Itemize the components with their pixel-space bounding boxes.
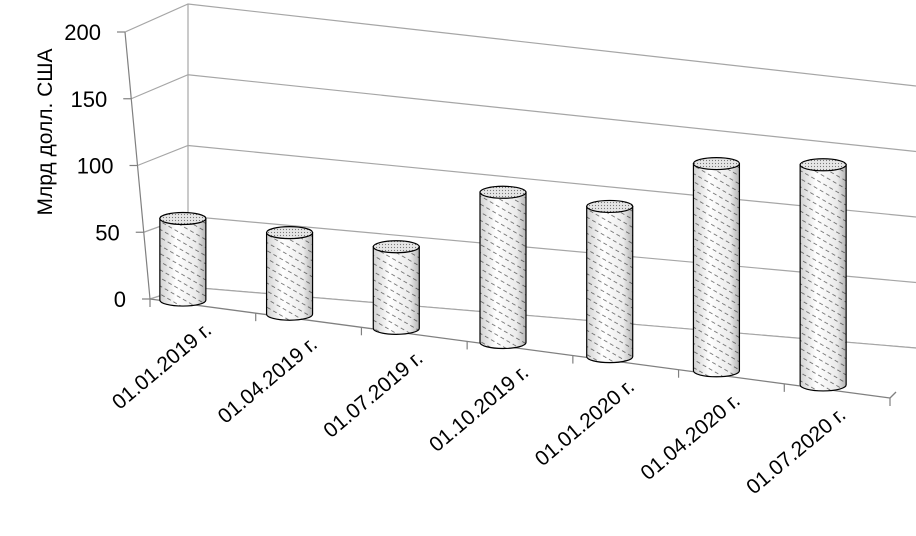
bar-top xyxy=(372,240,420,254)
bar xyxy=(586,199,634,364)
bar-layer xyxy=(159,156,847,392)
x-tick-label: 01.10.2019 г. xyxy=(425,361,533,457)
bar-outline xyxy=(692,162,741,378)
bar-top xyxy=(479,185,527,199)
gridline xyxy=(131,74,916,153)
y-tick-label: 0 xyxy=(114,287,126,312)
y-tick-label: 200 xyxy=(64,20,101,45)
x-tick-label: 01.07.2020 г. xyxy=(742,403,850,499)
x-tick-label: 01.04.2019 г. xyxy=(214,332,322,428)
bar-top xyxy=(799,158,847,172)
x-tick-label: 01.01.2019 г. xyxy=(108,318,216,414)
bar-outline xyxy=(265,232,314,321)
x-tick-label: 01.07.2019 г. xyxy=(319,347,427,443)
bar xyxy=(692,156,741,378)
bar-top xyxy=(159,211,207,226)
x-tick-label: 01.04.2020 г. xyxy=(636,389,744,485)
bar xyxy=(265,226,314,321)
y-tick-label: 50 xyxy=(95,220,119,245)
bar xyxy=(799,158,847,392)
bar xyxy=(159,211,207,307)
bar-top xyxy=(692,156,741,171)
gridline xyxy=(124,3,916,87)
y-tick-label: 100 xyxy=(77,154,114,179)
bar xyxy=(479,185,527,350)
y-tick-label: 150 xyxy=(71,87,108,112)
x-axis-end xyxy=(889,391,897,399)
bar xyxy=(372,240,420,335)
gridline xyxy=(137,144,916,218)
x-tick-label: 01.01.2020 г. xyxy=(531,375,639,471)
bar-outline xyxy=(372,246,420,335)
bar-top xyxy=(265,226,314,240)
bar-outline xyxy=(799,164,847,392)
bar-outline xyxy=(586,205,634,364)
bar-top xyxy=(586,199,634,214)
bar-outline xyxy=(159,217,207,307)
bar-outline xyxy=(479,191,527,350)
y-axis-title: Млрд долл. США xyxy=(34,48,57,215)
